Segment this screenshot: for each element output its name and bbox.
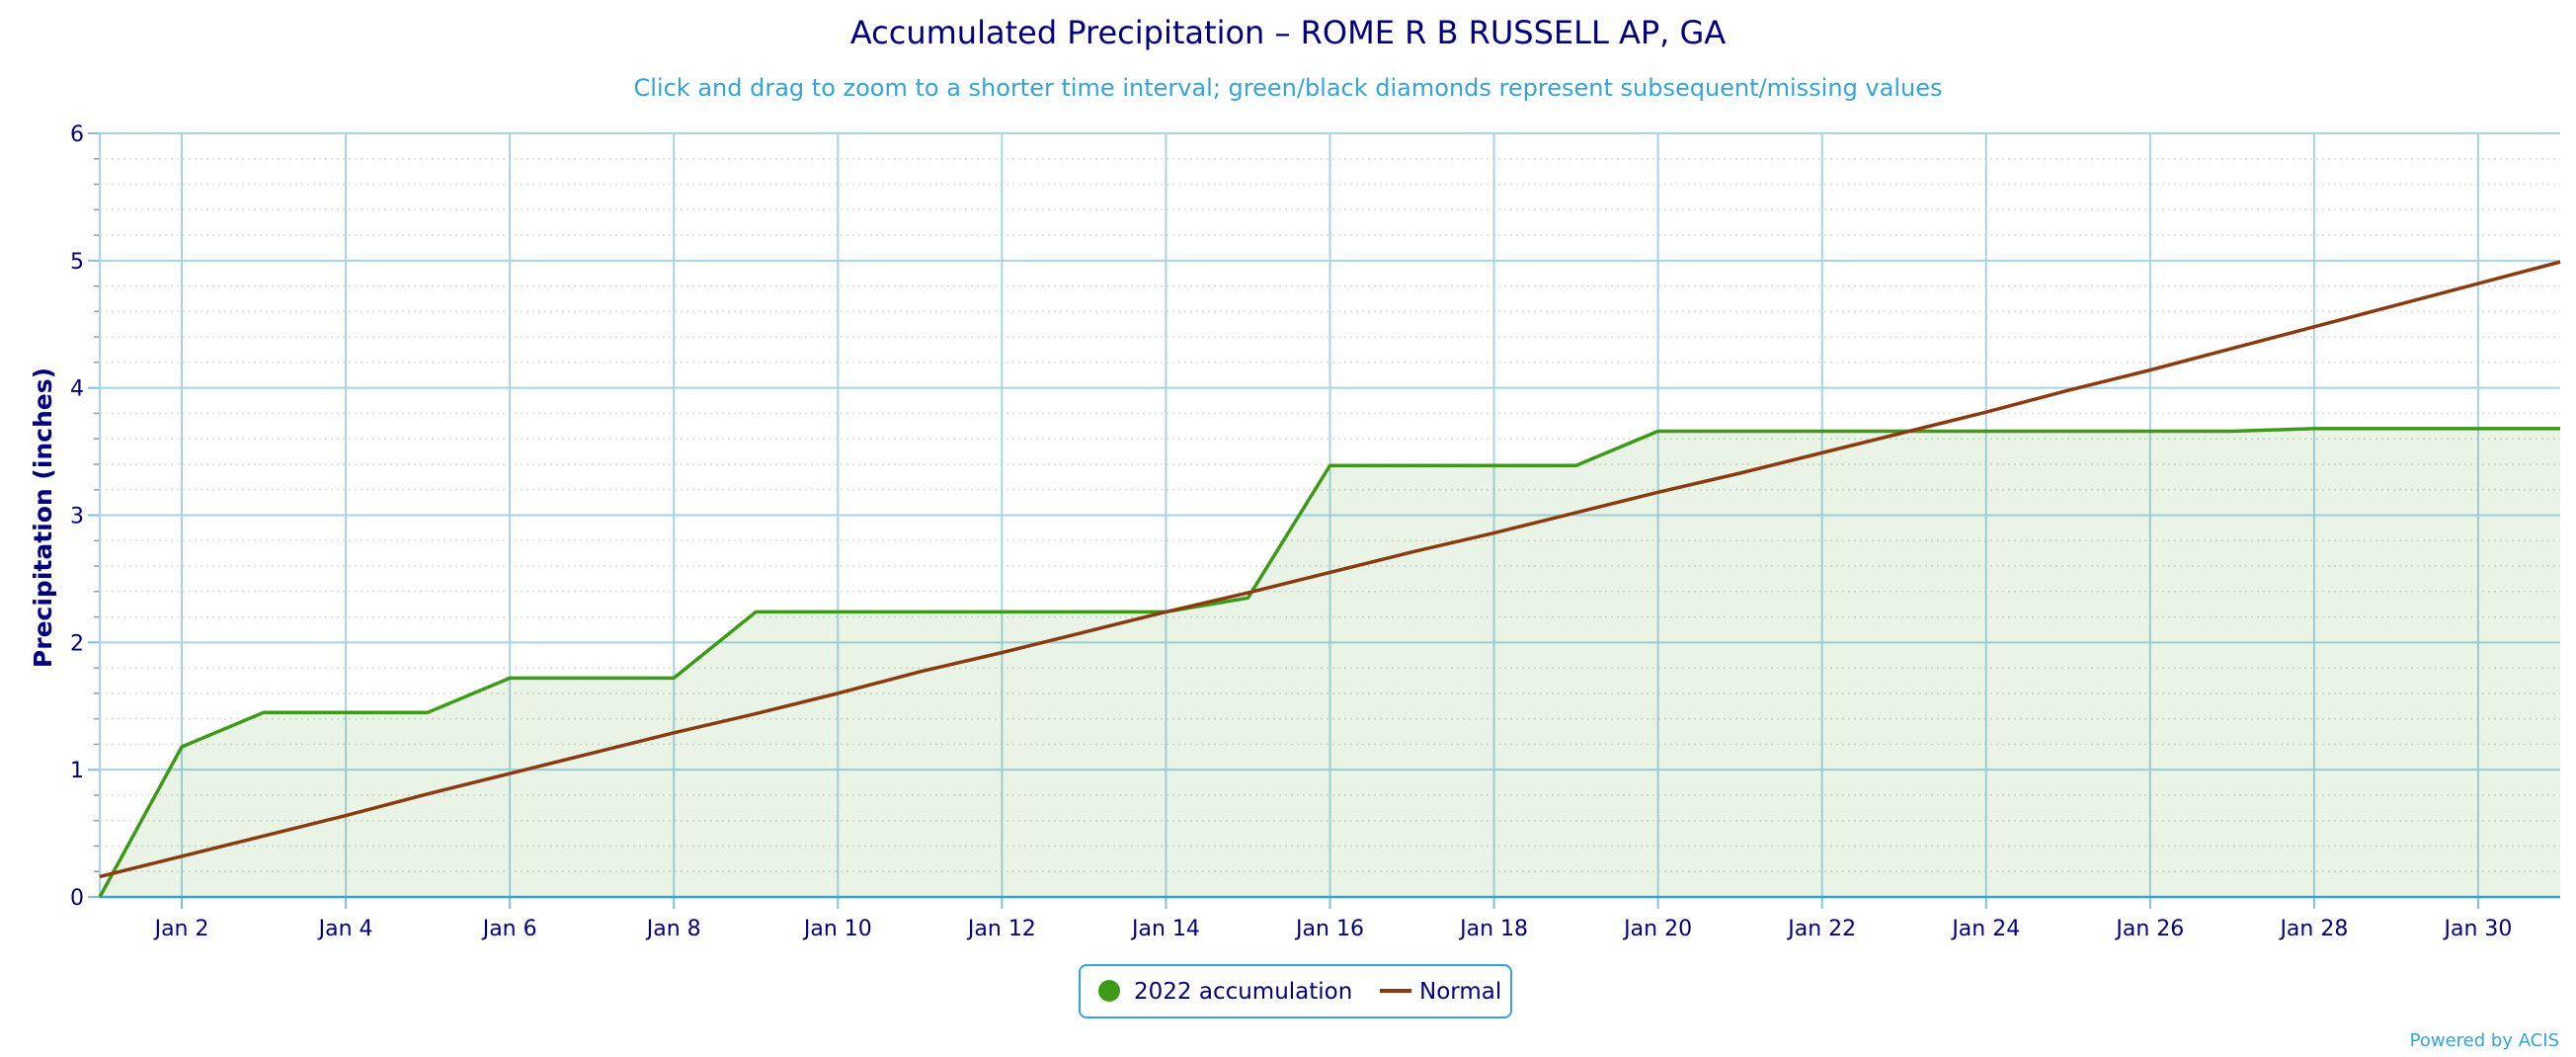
- x-tick-label: Jan 30: [2443, 917, 2513, 941]
- x-tick-label: Jan 18: [1458, 917, 1528, 941]
- y-tick-label: 0: [70, 886, 84, 911]
- y-tick-label: 6: [70, 122, 84, 147]
- y-axis-label: Precipitation (inches): [29, 367, 57, 668]
- x-tick-label: Jan 26: [2114, 917, 2184, 941]
- powered-by-credit[interactable]: Powered by ACIS: [2410, 1030, 2559, 1051]
- accumulation-series-line[interactable]: [98, 427, 2560, 898]
- x-tick-label: Jan 4: [317, 917, 373, 941]
- accumulation-area-fill: [100, 428, 2560, 897]
- chart-title: Accumulated Precipitation – ROME R B RUS…: [850, 14, 1726, 51]
- y-tick-label: 4: [70, 377, 84, 402]
- x-tick-label: Jan 10: [802, 917, 872, 941]
- plot-area[interactable]: 0 1 2 3 4 5 6 Jan 2 Jan 4 Jan 6 Jan 8 Jan 10 Jan 12 J…: [70, 122, 2566, 941]
- x-tick-label: Jan 16: [1294, 917, 1364, 941]
- chart-subtitle: Click and drag to zoom to a shorter time…: [634, 74, 1943, 102]
- x-tick-label: Jan 6: [481, 917, 537, 941]
- y-tick-label: 5: [70, 250, 84, 275]
- legend: 2022 accumulation Normal: [1079, 964, 1512, 1018]
- y-tick-label: 1: [70, 759, 84, 783]
- legend-marker-accumulation[interactable]: [1098, 980, 1120, 1002]
- y-tick-label: 3: [70, 505, 84, 529]
- legend-label-normal[interactable]: Normal: [1419, 979, 1501, 1005]
- x-tick-label: Jan 20: [1622, 917, 1692, 941]
- x-tick-label: Jan 2: [153, 917, 209, 941]
- x-tick-label: Jan 22: [1786, 917, 1856, 941]
- x-tick-label: Jan 14: [1130, 917, 1200, 941]
- x-tick-label: Jan 8: [645, 917, 701, 941]
- legend-box: [1079, 964, 1512, 1018]
- x-tick-label: Jan 28: [2278, 917, 2348, 941]
- x-tick-label: Jan 12: [966, 917, 1036, 941]
- y-tick-label: 2: [70, 631, 84, 656]
- legend-label-accumulation[interactable]: 2022 accumulation: [1134, 979, 1352, 1005]
- normal-series-line[interactable]: [99, 260, 2561, 879]
- x-tick-label: Jan 24: [1950, 917, 2020, 941]
